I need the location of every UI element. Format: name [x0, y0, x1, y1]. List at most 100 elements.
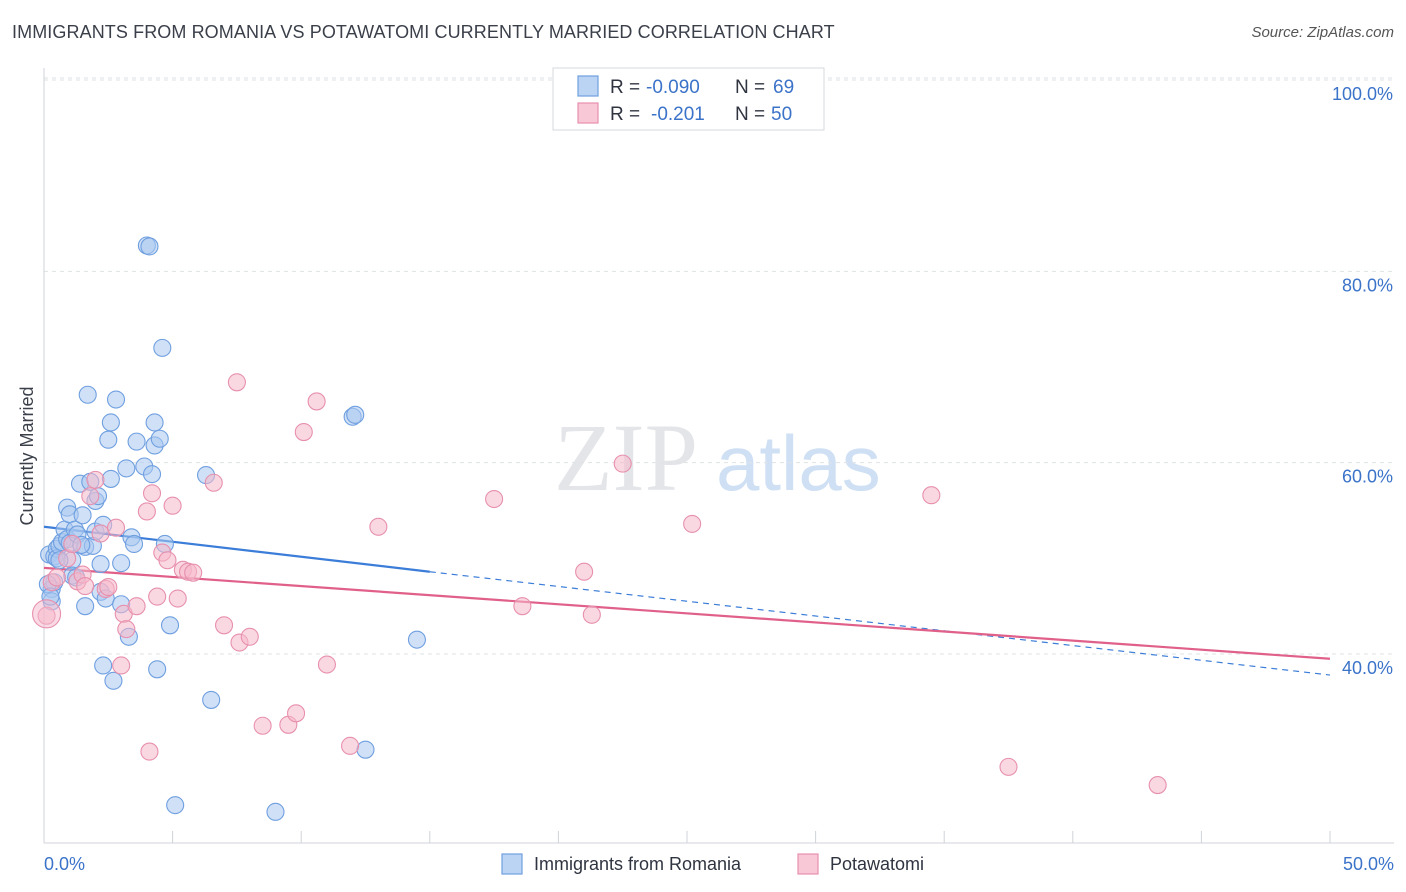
- x-tick-label-min: 0.0%: [44, 854, 85, 874]
- romania-point-44: [127, 432, 146, 451]
- potawatomi-point-37: [294, 423, 313, 442]
- data-points: [32, 236, 1167, 821]
- potawatomi-point-41: [369, 517, 388, 536]
- potawatomi-point-36: [287, 704, 306, 723]
- romania-point-43: [124, 534, 144, 554]
- romania-point-47: [140, 237, 159, 256]
- romania-point-33: [99, 430, 118, 449]
- series-legend: Immigrants from Romania Potawatomi: [501, 853, 924, 875]
- romania-point-39: [112, 554, 131, 573]
- romania-point-59: [266, 802, 285, 821]
- potawatomi-point-48: [922, 486, 941, 505]
- potawatomi-point-39: [317, 655, 336, 674]
- potawatomi-point-19: [140, 742, 159, 761]
- potawatomi-point-10: [91, 524, 110, 543]
- romania-point-28: [91, 555, 110, 574]
- y-axis-label: Currently Married: [17, 386, 37, 525]
- romania-point-51: [148, 660, 167, 679]
- potawatomi-point-46: [613, 454, 632, 473]
- source-label: Source: ZipAtlas.com: [1251, 24, 1394, 41]
- romania-point-40: [117, 459, 136, 478]
- potawatomi-point-34: [253, 716, 272, 735]
- series-legend-label-2: Potawatomi: [830, 854, 924, 874]
- legend-r-label-2: R =: [610, 104, 640, 125]
- x-ticks: [43, 831, 1331, 843]
- potawatomi-point-7: [76, 577, 95, 596]
- potawatomi-point-40: [341, 736, 360, 755]
- potawatomi-point-16: [117, 620, 136, 639]
- romania-point-63: [407, 630, 426, 649]
- romania-point-34: [101, 413, 120, 432]
- potawatomi-point-28: [184, 563, 203, 582]
- y-tick-label-40: 40.0%: [1342, 658, 1393, 678]
- axes: [43, 68, 1394, 844]
- romania-point-55: [160, 616, 180, 635]
- potawatomi-point-14: [112, 656, 131, 675]
- romania-point-19: [73, 506, 92, 525]
- legend-r-value-2: -0.201: [651, 104, 705, 125]
- potawatomi-point-38: [307, 392, 326, 411]
- romania-point-61: [346, 405, 365, 424]
- potawatomi-point-33: [240, 627, 259, 646]
- legend-swatch-pink: [577, 102, 599, 124]
- potawatomi-point-9: [86, 470, 105, 489]
- grid-lines: [44, 77, 1394, 655]
- potawatomi-point-29: [204, 473, 223, 492]
- potawatomi-point-21: [148, 587, 167, 606]
- potawatomi-point-47: [683, 514, 702, 533]
- potawatomi-point-30: [214, 616, 234, 635]
- potawatomi-point-44: [575, 562, 594, 581]
- potawatomi-point-23: [158, 551, 177, 570]
- legend-n-value-2: 50: [771, 104, 792, 125]
- legend-r-label-1: R =: [610, 77, 640, 98]
- legend-n-value-1: 69: [773, 77, 794, 98]
- legend-n-label-2: N =: [735, 104, 765, 125]
- potawatomi-point-12: [99, 577, 118, 597]
- potawatomi-point-42: [485, 489, 504, 509]
- series-legend-label-1: Immigrants from Romania: [534, 854, 742, 874]
- y-tick-label-60: 60.0%: [1342, 467, 1393, 487]
- romania-point-35: [101, 469, 120, 488]
- potawatomi-point-18: [137, 502, 156, 521]
- romania-point-31: [94, 656, 113, 675]
- romania-point-53: [153, 338, 172, 357]
- trend-lines: [43, 525, 1331, 676]
- romania-point-37: [106, 390, 126, 409]
- romania-point-52: [150, 429, 169, 448]
- potawatomi-point-4: [63, 534, 82, 554]
- romania-point-58: [202, 690, 221, 709]
- legend-n-label-1: N =: [735, 77, 765, 98]
- potawatomi-point-31: [227, 373, 246, 392]
- potawatomi-point-large: [32, 599, 62, 629]
- romania-point-36: [104, 671, 123, 690]
- romania-point-20: [76, 597, 95, 616]
- potawatomi-point-49: [999, 757, 1018, 776]
- potawatomi-point-45: [582, 605, 601, 624]
- potawatomi-point-43: [513, 597, 532, 616]
- stats-legend: R = -0.090 N = 69 R = -0.201 N = 50: [552, 67, 825, 131]
- potawatomi-point-20: [142, 484, 162, 503]
- potawatomi-trend-line: [43, 566, 1331, 660]
- potawatomi-point-2: [47, 568, 66, 587]
- legend-swatch-blue: [577, 75, 599, 97]
- romania-trend-extension: [429, 571, 1331, 676]
- series-legend-swatch-blue: [501, 853, 523, 875]
- potawatomi-point-24: [163, 496, 182, 515]
- y-tick-labels: 40.0% 60.0% 80.0% 100.0%: [1332, 84, 1393, 678]
- y-tick-label-100: 100.0%: [1332, 84, 1393, 104]
- legend-r-value-1: -0.090: [646, 77, 700, 98]
- potawatomi-point-17: [127, 597, 146, 616]
- romania-point-48: [142, 465, 162, 484]
- potawatomi-point-50: [1148, 776, 1167, 795]
- potawatomi-point-13: [106, 518, 126, 537]
- chart-title: IMMIGRANTS FROM ROMANIA VS POTAWATOMI CU…: [12, 22, 835, 42]
- romania-point-56: [166, 796, 185, 815]
- watermark: ZIP atlas: [554, 404, 881, 511]
- romania-point-22: [78, 385, 97, 404]
- potawatomi-point-8: [81, 487, 100, 506]
- romania-point-49: [145, 413, 164, 432]
- romania-point-62: [356, 740, 375, 759]
- y-tick-label-80: 80.0%: [1342, 275, 1393, 295]
- series-legend-swatch-pink: [797, 853, 819, 875]
